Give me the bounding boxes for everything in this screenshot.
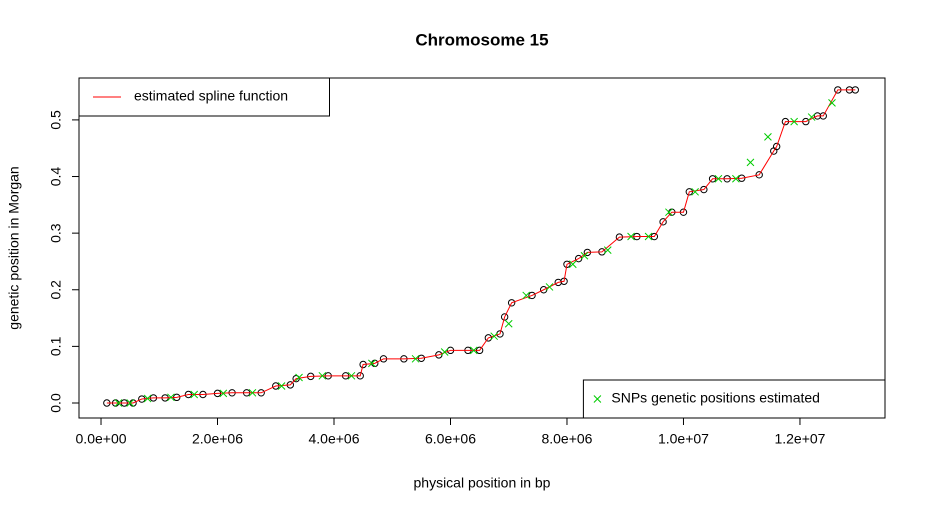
x-tick-label: 1.0e+07 (658, 431, 709, 447)
legend-label: SNPs genetic positions estimated (611, 390, 820, 406)
data-point (732, 174, 740, 183)
data-point (790, 117, 798, 126)
data-point (568, 260, 577, 269)
data-point (627, 232, 635, 241)
data-point (277, 382, 286, 390)
data-point (143, 394, 152, 403)
data-point (528, 291, 536, 300)
x-tick-label: 6.0e+06 (425, 431, 476, 447)
y-tick-label: 0.5 (48, 110, 64, 130)
data-point (522, 291, 531, 300)
data-point (665, 208, 673, 217)
x-axis-label: physical position in bp (414, 475, 551, 491)
data-point (190, 390, 199, 399)
y-tick-label: 0.1 (48, 336, 64, 356)
data-point (167, 393, 175, 402)
data-point (772, 142, 781, 151)
y-tick-label: 0.3 (48, 223, 64, 243)
data-point (295, 373, 303, 382)
legend-label: estimated spline function (134, 88, 288, 104)
data-point (746, 158, 755, 167)
data-point (507, 299, 516, 307)
data-point (469, 346, 478, 355)
data-point (691, 187, 699, 196)
data-point (500, 313, 509, 321)
y-tick-label: 0.4 (48, 167, 64, 187)
data-point (764, 133, 772, 141)
data-point (545, 283, 554, 291)
data-point (368, 359, 376, 368)
legend-box (582, 379, 886, 419)
x-tick-label: 2.0e+06 (192, 431, 243, 447)
data-point (440, 348, 449, 356)
x-tick-label: 8.0e+06 (541, 431, 592, 447)
data-point (318, 371, 327, 380)
data-point (484, 334, 493, 342)
data-point (560, 277, 568, 285)
spline-line (106, 89, 856, 404)
data-point (504, 319, 513, 328)
data-point (248, 388, 257, 397)
data-point (219, 389, 228, 398)
data-point (347, 371, 356, 380)
data-point (644, 232, 653, 241)
data-point (828, 99, 836, 107)
data-point (563, 260, 571, 268)
data-point (807, 113, 816, 121)
data-point (114, 399, 123, 407)
data-point (126, 399, 134, 407)
legend-marker (593, 395, 602, 403)
plot-frame (78, 77, 886, 419)
data-point (603, 246, 612, 254)
x-tick-label: 0.0e+00 (76, 431, 127, 447)
y-tick-label: 0.2 (48, 280, 64, 300)
data-point (411, 354, 420, 363)
data-point (659, 218, 667, 226)
data-point (755, 171, 763, 179)
data-point (580, 251, 589, 260)
chart-title: Chromosome 15 (415, 30, 548, 49)
data-point (490, 332, 499, 341)
x-tick-label: 1.2e+07 (774, 431, 825, 447)
x-tick-label: 4.0e+06 (308, 431, 359, 447)
y-tick-label: 0.0 (48, 393, 64, 413)
data-point (714, 174, 723, 183)
y-axis-label: genetic position in Morgan (6, 166, 22, 329)
